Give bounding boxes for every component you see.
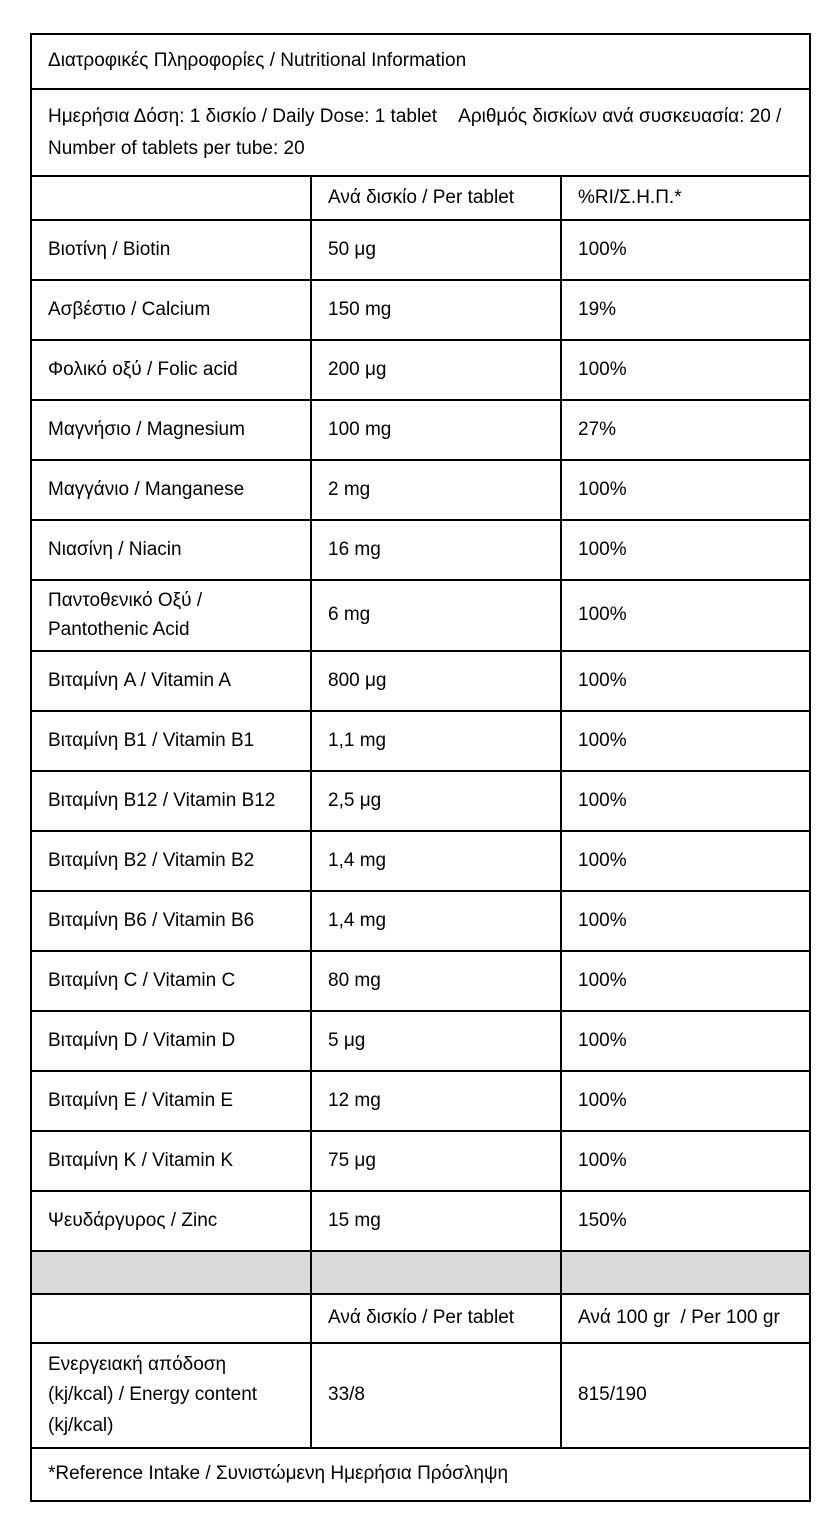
nutrient-per-tablet-cell: 200 μg [310, 339, 562, 401]
energy-per-tablet-cell: 33/8 [310, 1341, 562, 1450]
nutrient-ri-cell: 100% [559, 1070, 812, 1132]
nutrient-row: Βιταμίνη A / Vitamin A 800 μg 100% [30, 650, 812, 712]
nutrient-label-cell: Βιταμίνη B2 / Vitamin B2 [30, 830, 312, 892]
nutrient-per-tablet-cell: 2 mg [310, 459, 562, 521]
nutrient-row: Βιταμίνη B6 / Vitamin B6 1,4 mg 100% [30, 890, 812, 952]
nutrient-ri-cell: 100% [559, 579, 812, 652]
nutrient-label-cell: Βιταμίνη K / Vitamin K [30, 1130, 312, 1192]
nutrient-label-cell: Μαγγάνιο / Manganese [30, 459, 312, 521]
nutrient-per-tablet-cell: 2,5 μg [310, 770, 562, 832]
nutrient-row: Παντοθενικό Οξύ / Pantothenic Acid 6 mg 10… [30, 579, 812, 652]
nutrient-ri-cell: 100% [559, 950, 812, 1012]
nutrient-label-cell: Νιασίνη / Niacin [30, 519, 312, 581]
nutrient-per-tablet-cell: 6 mg [310, 579, 562, 652]
daily-dose-row: Ημερήσια Δόση: 1 δισκίο / Daily Dose: 1 … [29, 88, 812, 177]
nutrient-per-tablet-cell: 12 mg [310, 1070, 562, 1132]
nutrient-ri-cell: 100% [559, 1010, 812, 1072]
nutrient-row: Μαγνήσιο / Magnesium 100 mg 27% [30, 399, 812, 461]
daily-dose-text: Ημερήσια Δόση: 1 δισκίο / Daily Dose: 1 … [29, 88, 812, 177]
energy-label-cell: Ενεργειακή απόδοση (kj/kcal) / Energy co… [30, 1341, 312, 1450]
header-empty-cell [30, 175, 312, 221]
nutrient-label-cell: Βιταμίνη E / Vitamin E [30, 1070, 312, 1132]
nutrient-row: Βιταμίνη B12 / Vitamin B12 2,5 μg 100% [30, 770, 812, 832]
nutrient-per-tablet-cell: 800 μg [310, 650, 562, 712]
separator-cell [30, 1250, 312, 1295]
nutrient-ri-cell: 100% [559, 339, 812, 401]
nutrient-label-cell: Βιταμίνη C / Vitamin C [30, 950, 312, 1012]
header2-per-100g: Ανά 100 gr / Per 100 gr [559, 1293, 812, 1344]
table-title: Διατροφικές Πληροφορίες / Nutritional In… [29, 33, 812, 90]
table-title-row: Διατροφικές Πληροφορίες / Nutritional In… [29, 33, 812, 90]
nutrient-per-tablet-cell: 150 mg [310, 279, 562, 341]
nutrient-label-cell: Βιταμίνη B6 / Vitamin B6 [30, 890, 312, 952]
nutrient-per-tablet-cell: 1,4 mg [310, 830, 562, 892]
nutrient-per-tablet-cell: 75 μg [310, 1130, 562, 1192]
separator-cell [559, 1250, 812, 1295]
nutrient-row: Ασβέστιο / Calcium 150 mg 19% [30, 279, 812, 341]
nutrient-row: Φολικό οξύ / Folic acid 200 μg 100% [30, 339, 812, 401]
nutrient-row: Βιταμίνη B1 / Vitamin B1 1,1 mg 100% [30, 710, 812, 772]
nutrient-label-cell: Βιταμίνη B1 / Vitamin B1 [30, 710, 312, 772]
nutrient-label-cell: Μαγνήσιο / Magnesium [30, 399, 312, 461]
nutrient-row: Βιοτίνη / Biotin 50 μg 100% [30, 219, 812, 281]
nutrient-label-cell: Βιταμίνη B12 / Vitamin B12 [30, 770, 312, 832]
nutrient-ri-cell: 100% [559, 710, 812, 772]
energy-row: Ενεργειακή απόδοση (kj/kcal) / Energy co… [30, 1341, 812, 1450]
nutrient-ri-cell: 100% [559, 1130, 812, 1192]
nutrient-ri-cell: 100% [559, 519, 812, 581]
header-per-tablet: Ανά δισκίο / Per tablet [310, 175, 562, 221]
nutrient-ri-cell: 27% [559, 399, 812, 461]
footnote-row: *Reference Intake / Συνιστώμενη Ημερήσια… [29, 1447, 812, 1503]
nutrient-per-tablet-cell: 1,4 mg [310, 890, 562, 952]
nutrient-ri-cell: 19% [559, 279, 812, 341]
nutrient-rows: Βιοτίνη / Biotin 50 μg 100% Ασβέστιο / Calc… [30, 219, 812, 1252]
nutrient-per-tablet-cell: 15 mg [310, 1190, 562, 1252]
nutrient-ri-cell: 100% [559, 650, 812, 712]
nutrient-row: Βιταμίνη C / Vitamin C 80 mg 100% [30, 950, 812, 1012]
nutrient-row: Μαγγάνιο / Manganese 2 mg 100% [30, 459, 812, 521]
column-header-row: Ανά δισκίο / Per tablet %RI/Σ.Η.Π.* [30, 175, 812, 221]
nutrient-ri-cell: 100% [559, 219, 812, 281]
nutrient-label-cell: Παντοθενικό Οξύ / Pantothenic Acid [30, 579, 312, 652]
nutrient-label-cell: Βιοτίνη / Biotin [30, 219, 312, 281]
nutrient-per-tablet-cell: 5 μg [310, 1010, 562, 1072]
separator-row [30, 1250, 812, 1295]
nutrient-ri-cell: 150% [559, 1190, 812, 1252]
column-header-row-2: Ανά δισκίο / Per tablet Ανά 100 gr / Per… [30, 1293, 812, 1344]
nutrient-per-tablet-cell: 1,1 mg [310, 710, 562, 772]
header2-empty-cell [30, 1293, 312, 1344]
header2-per-tablet: Ανά δισκίο / Per tablet [310, 1293, 562, 1344]
nutrient-per-tablet-cell: 50 μg [310, 219, 562, 281]
nutrient-row: Βιταμίνη E / Vitamin E 12 mg 100% [30, 1070, 812, 1132]
nutrient-ri-cell: 100% [559, 830, 812, 892]
header-ri: %RI/Σ.Η.Π.* [559, 175, 812, 221]
footnote-text: *Reference Intake / Συνιστώμενη Ημερήσια… [29, 1447, 812, 1503]
nutrient-per-tablet-cell: 80 mg [310, 950, 562, 1012]
nutrient-ri-cell: 100% [559, 770, 812, 832]
nutrient-ri-cell: 100% [559, 459, 812, 521]
nutrition-table: Διατροφικές Πληροφορίες / Nutritional In… [29, 33, 812, 1503]
nutrient-ri-cell: 100% [559, 890, 812, 952]
nutrient-label-cell: Φολικό οξύ / Folic acid [30, 339, 312, 401]
nutrient-label-cell: Βιταμίνη A / Vitamin A [30, 650, 312, 712]
nutrient-label-cell: Ασβέστιο / Calcium [30, 279, 312, 341]
separator-cell [310, 1250, 562, 1295]
nutrient-row: Ψευδάργυρος / Zinc 15 mg 150% [30, 1190, 812, 1252]
energy-per-100g-cell: 815/190 [559, 1341, 812, 1450]
nutrient-row: Βιταμίνη B2 / Vitamin B2 1,4 mg 100% [30, 830, 812, 892]
nutrient-row: Νιασίνη / Niacin 16 mg 100% [30, 519, 812, 581]
nutrient-label-cell: Ψευδάργυρος / Zinc [30, 1190, 312, 1252]
nutrient-per-tablet-cell: 100 mg [310, 399, 562, 461]
nutrient-row: Βιταμίνη K / Vitamin K 75 μg 100% [30, 1130, 812, 1192]
nutrient-per-tablet-cell: 16 mg [310, 519, 562, 581]
nutrient-label-cell: Βιταμίνη D / Vitamin D [30, 1010, 312, 1072]
